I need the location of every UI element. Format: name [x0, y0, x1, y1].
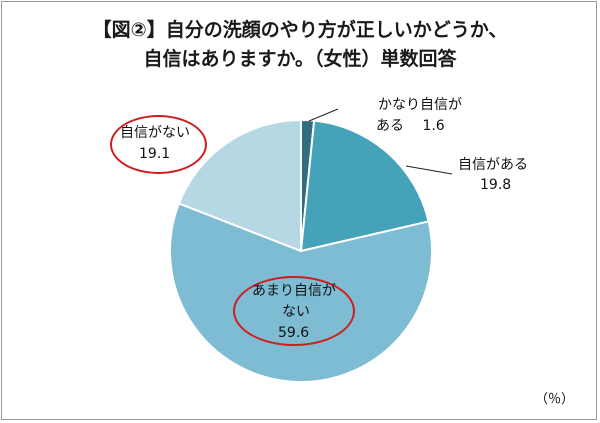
- label-very-confident-line2: ある 1.6: [376, 117, 445, 136]
- label-confident: 自信がある: [458, 157, 528, 173]
- highlight-ring-not-confident: [110, 115, 207, 174]
- label-not-very-confident: あまり自信が: [252, 283, 336, 299]
- label-not-confident: 自信がない: [120, 125, 190, 141]
- label-very-confident-text-2: ある: [376, 118, 404, 134]
- label-not-confident-value: 19.1: [139, 146, 171, 162]
- label-very-confident-value: 1.6: [422, 118, 445, 134]
- unit-label: （％）: [534, 392, 574, 407]
- highlight-ring-not-very-confident: [233, 276, 355, 346]
- chart-title-line1: 【図②】自分の洗顔のやり方が正しいかどうか、: [92, 19, 508, 41]
- leader-line-confident: [405, 165, 453, 175]
- pie-slice-3: [177, 118, 302, 253]
- label-not-very-confident-line2: ない: [282, 304, 310, 320]
- label-confident-value: 19.8: [480, 177, 512, 193]
- leader-line-very-confident: [308, 108, 339, 122]
- pie-slice-1: [299, 119, 430, 253]
- label-very-confident-text: かなり自信が: [378, 97, 462, 113]
- label-not-very-confident-value: 59.6: [278, 325, 310, 341]
- label-very-confident: かなり自信が: [378, 96, 462, 115]
- chart-title-line2: 自信はありますか。（女性）単数回答: [143, 48, 457, 70]
